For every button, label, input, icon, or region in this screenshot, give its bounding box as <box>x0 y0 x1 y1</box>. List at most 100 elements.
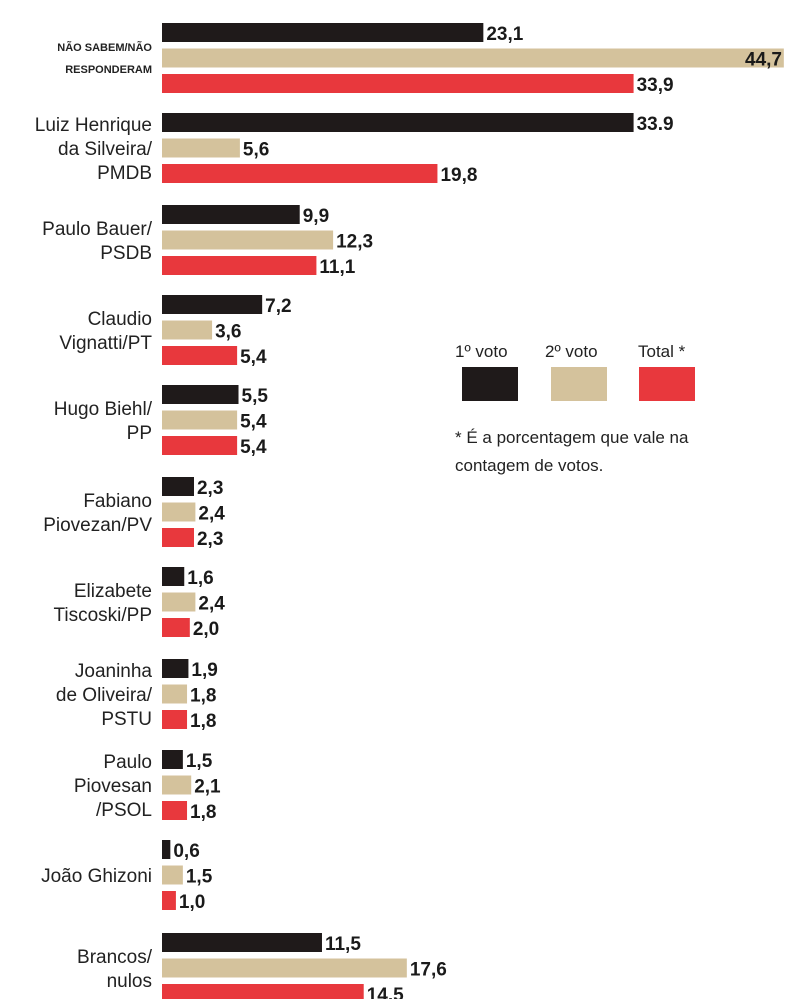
category-label-paulo-piovesan-psol-line-2: Piovesan <box>74 776 152 797</box>
bar-hugo-biehl-pp-series-1 <box>162 385 239 404</box>
value-label-joao-ghizoni-series-1: 0,6 <box>173 841 199 862</box>
legend: 1º voto 2º voto Total * <box>455 342 695 401</box>
category-label-fabiano-piovezan-pv-line-1: Fabiano <box>83 491 152 512</box>
category-label-joaninha-de-oliveira-pstu-line-1: Joaninha <box>75 661 153 682</box>
category-labels-layer: NÃO SABEM/NÃO RESPONDERAM Luiz Henrique da … <box>35 41 153 992</box>
bar-claudio-vignatti-pt-series-3 <box>162 346 238 365</box>
category-label-fabiano-piovezan-pv-line-2: Piovezan/PV <box>43 515 152 536</box>
category-label-nao-sabem-nao-responderam-line-1: NÃO SABEM/NÃO <box>57 41 152 54</box>
value-label-paulo-bauer-psdb-series-1: 9,9 <box>303 206 329 227</box>
value-label-brancos-nulos-series-3: 14,5 <box>367 985 404 999</box>
legend-swatch-2o-voto <box>551 367 607 401</box>
legend-swatch-1o-voto <box>462 367 518 401</box>
value-label-paulo-bauer-psdb-series-3: 11,1 <box>319 257 355 278</box>
bar-paulo-piovesan-psol-series-3 <box>162 801 188 820</box>
value-label-fabiano-piovezan-pv-series-1: 2,3 <box>197 478 223 499</box>
value-label-hugo-biehl-pp-series-3: 5,4 <box>240 437 267 458</box>
category-label-paulo-piovesan-psol-line-3: /PSOL <box>96 800 152 821</box>
category-label-nao-sabem-nao-responderam-line-2: RESPONDERAM <box>65 64 152 76</box>
bar-nao-sabem-nao-responderam-series-1 <box>162 23 484 42</box>
value-label-joaninha-de-oliveira-pstu-series-3: 1,8 <box>190 711 216 732</box>
value-label-paulo-bauer-psdb-series-2: 12,3 <box>336 232 373 253</box>
bar-fabiano-piovezan-pv-series-3 <box>162 528 194 547</box>
bar-joaninha-de-oliveira-pstu-series-2 <box>162 684 188 704</box>
bar-joao-ghizoni-series-1 <box>162 840 171 859</box>
bar-brancos-nulos-series-2 <box>162 958 407 978</box>
bar-paulo-bauer-psdb-series-3 <box>162 256 317 275</box>
bars-layer <box>162 23 784 1003</box>
bar-luiz-henrique-da-silveira-pmdb-series-2 <box>162 138 240 158</box>
value-label-brancos-nulos-series-1: 11,5 <box>325 934 361 955</box>
bar-hugo-biehl-pp-series-2 <box>162 410 238 430</box>
category-label-luiz-henrique-da-silveira-pmdb-line-3: PMDB <box>97 163 152 184</box>
bar-luiz-henrique-da-silveira-pmdb-series-3 <box>162 164 438 183</box>
bar-fabiano-piovezan-pv-series-1 <box>162 477 194 496</box>
value-labels-layer: 23,1 44,7 33,9 33.9 5,6 19,8 9,9 12,3 11,1 7,2 3,6… <box>173 24 782 1004</box>
value-label-claudio-vignatti-pt-series-2: 3,6 <box>215 322 241 343</box>
legend-label-total: Total * <box>638 342 686 361</box>
bar-elizabete-tiscoski-pp-series-3 <box>162 618 190 637</box>
bar-nao-sabem-nao-responderam-series-2 <box>162 48 784 68</box>
category-label-claudio-vignatti-pt-line-2: Vignatti/PT <box>59 333 152 354</box>
value-label-hugo-biehl-pp-series-2: 5,4 <box>240 412 267 433</box>
bar-joaninha-de-oliveira-pstu-series-1 <box>162 659 189 678</box>
category-label-joaninha-de-oliveira-pstu-line-2: de Oliveira/ <box>56 685 153 706</box>
value-label-paulo-piovesan-psol-series-3: 1,8 <box>190 802 216 823</box>
bar-claudio-vignatti-pt-series-2 <box>162 320 213 340</box>
bar-joaninha-de-oliveira-pstu-series-3 <box>162 710 188 729</box>
bar-brancos-nulos-series-3 <box>162 984 364 1003</box>
legend-label-2o-voto: 2º voto <box>545 342 598 361</box>
value-label-claudio-vignatti-pt-series-1: 7,2 <box>265 296 291 317</box>
category-label-joaninha-de-oliveira-pstu-line-3: PSTU <box>101 709 152 730</box>
footnote-line-1: * É a porcentagem que vale na <box>455 428 689 447</box>
value-label-joaninha-de-oliveira-pstu-series-1: 1,9 <box>191 660 217 681</box>
value-label-fabiano-piovezan-pv-series-2: 2,4 <box>198 504 225 525</box>
bar-elizabete-tiscoski-pp-series-2 <box>162 592 196 612</box>
category-label-brancos-nulos-line-2: nulos <box>107 971 152 992</box>
value-label-hugo-biehl-pp-series-1: 5,5 <box>242 386 269 407</box>
value-label-elizabete-tiscoski-pp-series-2: 2,4 <box>198 594 225 615</box>
value-label-nao-sabem-nao-responderam-series-1: 23,1 <box>486 24 523 45</box>
category-label-elizabete-tiscoski-pp-line-1: Elizabete <box>74 581 152 602</box>
bar-luiz-henrique-da-silveira-pmdb-series-1 <box>162 113 634 132</box>
category-label-luiz-henrique-da-silveira-pmdb-line-1: Luiz Henrique <box>35 115 152 136</box>
category-label-claudio-vignatti-pt-line-1: Claudio <box>88 309 152 330</box>
value-label-luiz-henrique-da-silveira-pmdb-series-3: 19,8 <box>440 165 477 186</box>
value-label-brancos-nulos-series-2: 17,6 <box>410 960 447 981</box>
category-label-hugo-biehl-pp-line-2: PP <box>127 423 152 444</box>
bar-elizabete-tiscoski-pp-series-1 <box>162 567 185 586</box>
value-label-luiz-henrique-da-silveira-pmdb-series-2: 5,6 <box>243 140 269 161</box>
category-label-brancos-nulos-line-1: Brancos/ <box>77 947 153 968</box>
bar-hugo-biehl-pp-series-3 <box>162 436 238 455</box>
bar-nao-sabem-nao-responderam-series-3 <box>162 74 634 93</box>
value-label-elizabete-tiscoski-pp-series-3: 2,0 <box>193 619 219 640</box>
value-label-luiz-henrique-da-silveira-pmdb-series-1: 33.9 <box>637 114 674 135</box>
category-label-luiz-henrique-da-silveira-pmdb-line-2: da Silveira/ <box>58 139 153 160</box>
value-label-elizabete-tiscoski-pp-series-1: 1,6 <box>187 568 213 589</box>
value-label-paulo-piovesan-psol-series-2: 2,1 <box>194 777 221 798</box>
category-label-elizabete-tiscoski-pp-line-2: Tiscoski/PP <box>53 605 152 626</box>
footnote-line-2: contagem de votos. <box>455 456 603 475</box>
category-label-joao-ghizoni-line-1: João Ghizoni <box>41 866 152 887</box>
bar-joao-ghizoni-series-3 <box>162 891 176 910</box>
bar-joao-ghizoni-series-2 <box>162 865 183 885</box>
category-label-hugo-biehl-pp-line-1: Hugo Biehl/ <box>54 399 153 420</box>
legend-swatch-total <box>639 367 695 401</box>
bar-paulo-bauer-psdb-series-2 <box>162 230 334 250</box>
bar-claudio-vignatti-pt-series-1 <box>162 295 263 314</box>
bar-paulo-piovesan-psol-series-1 <box>162 750 183 769</box>
bar-paulo-piovesan-psol-series-2 <box>162 775 192 795</box>
bar-brancos-nulos-series-1 <box>162 933 322 952</box>
category-label-paulo-bauer-psdb-line-2: PSDB <box>100 243 152 264</box>
value-label-nao-sabem-nao-responderam-series-3: 33,9 <box>637 75 674 96</box>
value-label-nao-sabem-nao-responderam-series-2: 44,7 <box>745 50 782 71</box>
category-label-paulo-piovesan-psol-line-1: Paulo <box>103 752 152 773</box>
legend-label-1o-voto: 1º voto <box>455 342 508 361</box>
footnote: * É a porcentagem que vale na contagem d… <box>455 428 689 475</box>
value-label-joao-ghizoni-series-3: 1,0 <box>179 892 205 913</box>
value-label-paulo-piovesan-psol-series-1: 1,5 <box>186 751 213 772</box>
value-label-fabiano-piovezan-pv-series-3: 2,3 <box>197 529 223 550</box>
bar-paulo-bauer-psdb-series-1 <box>162 205 300 224</box>
